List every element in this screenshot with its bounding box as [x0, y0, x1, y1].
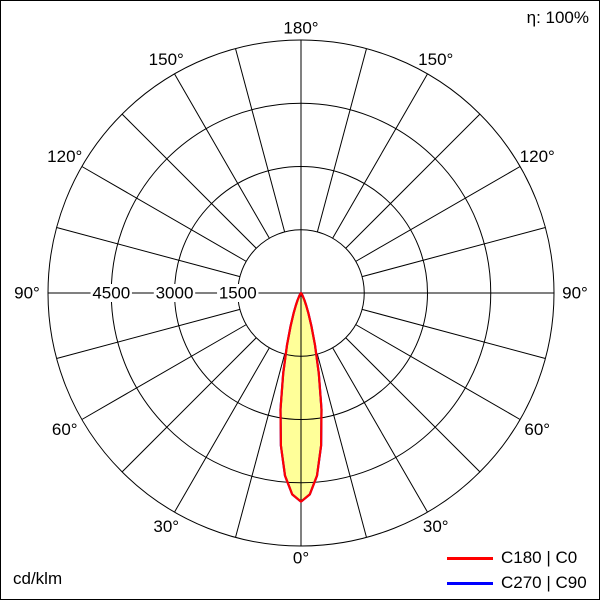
svg-text:180°: 180° — [283, 19, 318, 38]
efficiency-label: η: 100% — [526, 8, 589, 27]
svg-text:4500: 4500 — [92, 284, 130, 303]
legend-label-c270-c90: C270 | C90 — [501, 573, 587, 592]
svg-text:60°: 60° — [52, 420, 78, 439]
svg-text:0°: 0° — [293, 549, 309, 568]
svg-text:60°: 60° — [524, 420, 550, 439]
legend-label-c180-c0: C180 | C0 — [501, 548, 578, 567]
svg-text:120°: 120° — [47, 147, 82, 166]
svg-text:90°: 90° — [562, 284, 588, 303]
blue-curve-swatch — [447, 581, 493, 585]
svg-text:150°: 150° — [149, 50, 184, 69]
svg-text:150°: 150° — [418, 50, 453, 69]
svg-text:3000: 3000 — [156, 284, 194, 303]
legend-item-c180-c0: C180 | C0 — [447, 548, 589, 568]
svg-text:1500: 1500 — [219, 284, 257, 303]
svg-text:30°: 30° — [153, 517, 179, 536]
legend-item-c270-c90: C270 | C90 — [447, 573, 589, 593]
svg-text:120°: 120° — [520, 147, 555, 166]
svg-text:90°: 90° — [14, 284, 40, 303]
legend: C180 | C0 C270 | C90 — [447, 548, 589, 593]
unit-label: cd/klm — [13, 569, 63, 589]
svg-text:30°: 30° — [423, 517, 449, 536]
red-curve-swatch — [447, 556, 493, 560]
